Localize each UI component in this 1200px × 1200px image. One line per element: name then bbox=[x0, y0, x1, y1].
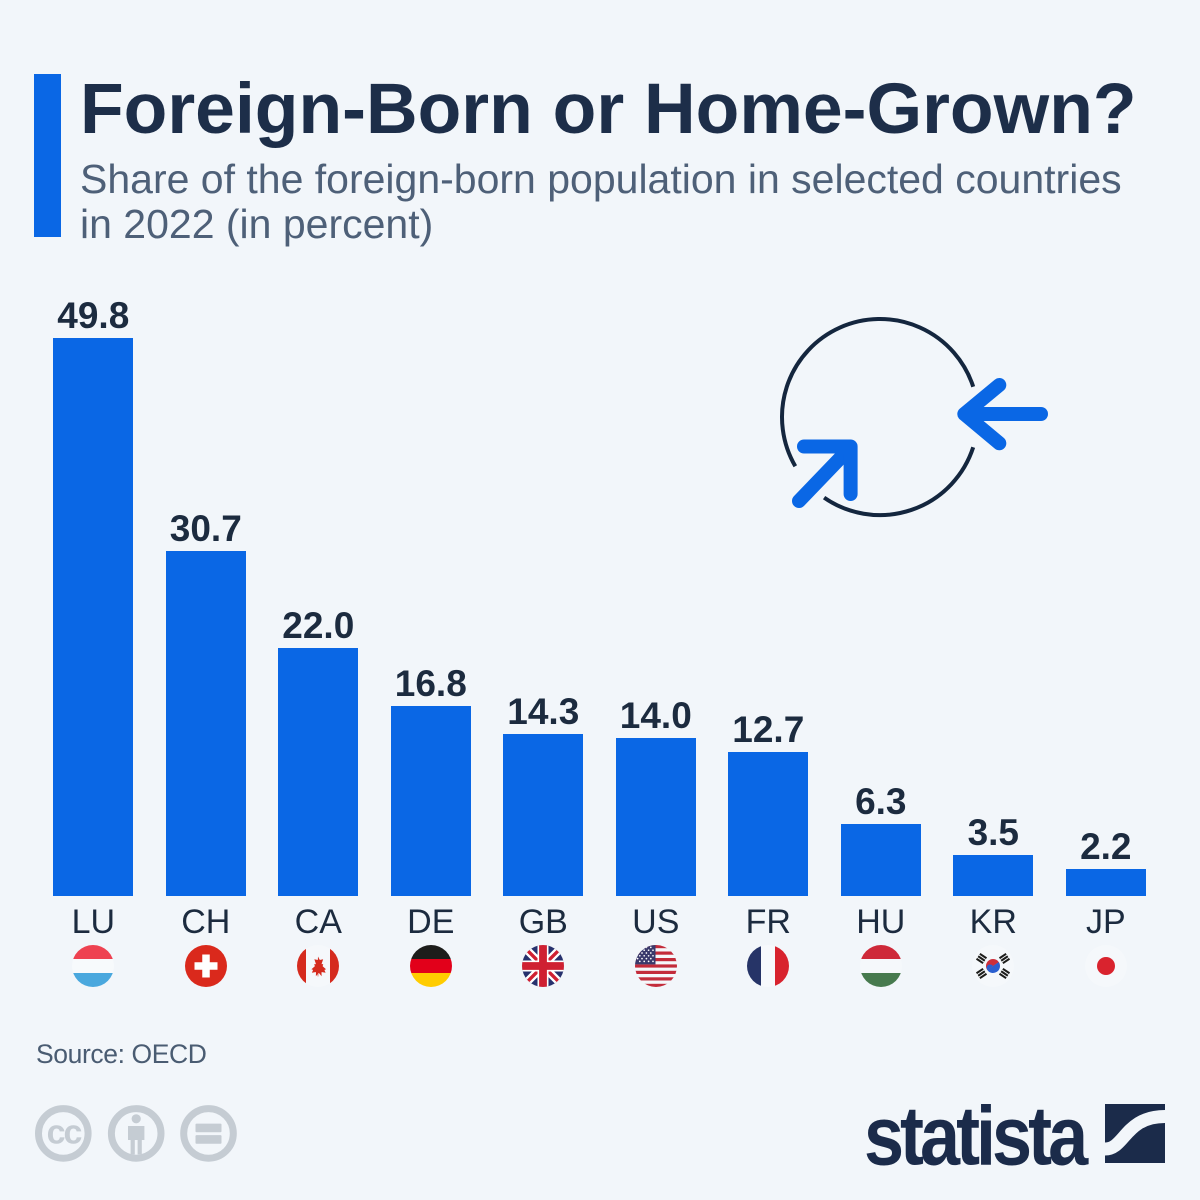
svg-text:cc: cc bbox=[47, 1114, 82, 1152]
